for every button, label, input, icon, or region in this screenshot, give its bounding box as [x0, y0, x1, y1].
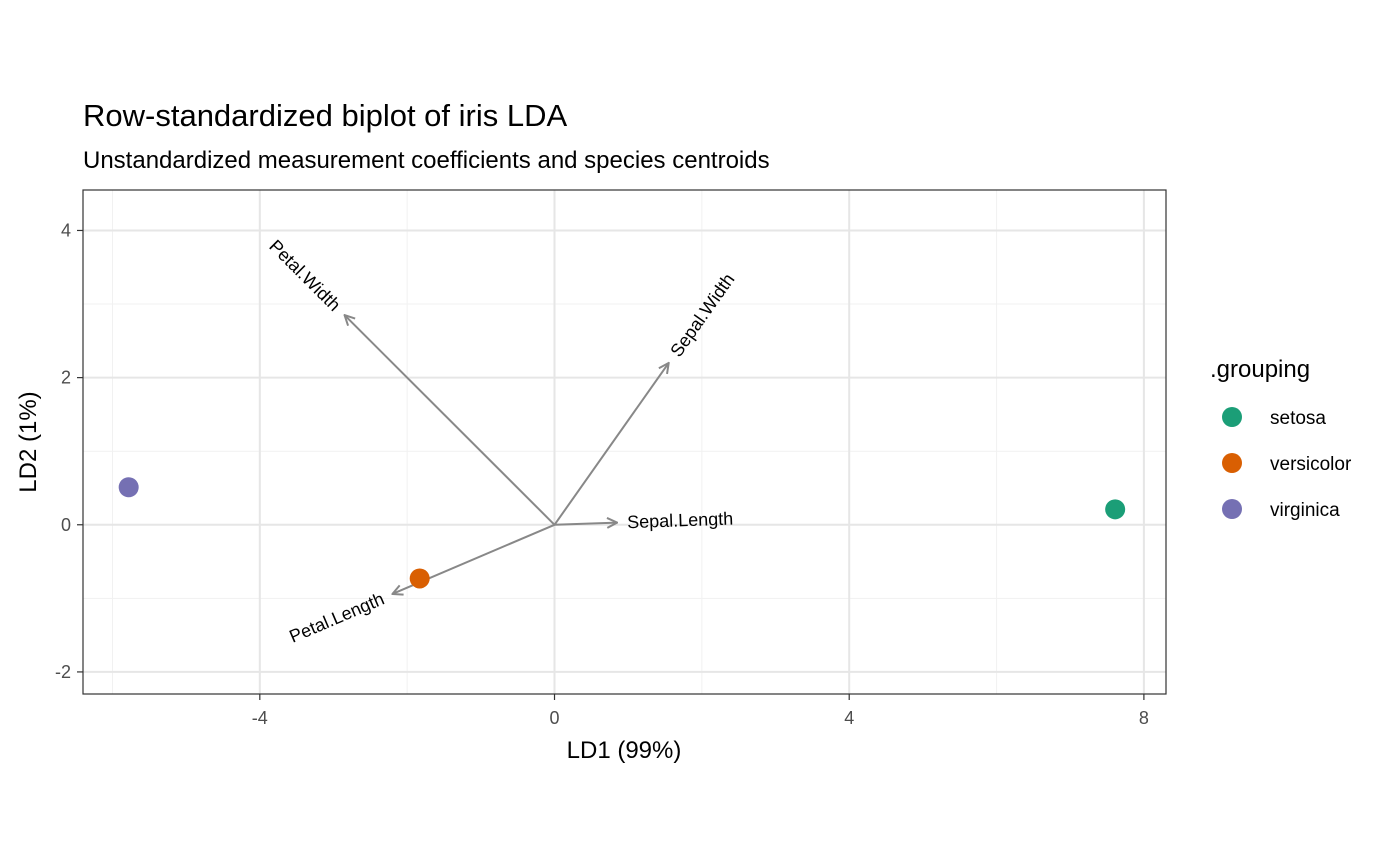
axis-ticks: -4 0 4 8 -2 0 2 4: [55, 220, 1149, 728]
coefficient-vectors: Sepal.Length Sepal.Width Petal.Length Petal…: [265, 236, 738, 647]
y-axis-title: LD2 (1%): [15, 391, 42, 492]
y-tick-label: -2: [55, 662, 71, 682]
centroid-point: [118, 477, 139, 498]
coefficient-arrow: [345, 315, 556, 526]
coefficient-label: Sepal.Length: [627, 508, 734, 532]
legend: .grouping setosa versicolor virginica: [1210, 356, 1352, 521]
legend-label: versicolor: [1270, 454, 1352, 475]
grid-layer: [83, 190, 1166, 694]
chart-title: Row-standardized biplot of iris LDA: [83, 98, 567, 133]
legend-label: setosa: [1270, 408, 1326, 429]
x-tick-label: 8: [1139, 708, 1149, 728]
coefficient-label: Sepal.Width: [666, 270, 738, 361]
x-tick-label: -4: [252, 708, 268, 728]
centroid-point: [409, 568, 430, 589]
chart-subtitle: Unstandardized measurement coefficients …: [83, 147, 770, 174]
coefficient-label: Petal.Width: [265, 236, 344, 315]
plot-panel: [82, 189, 1167, 695]
centroid-points: [118, 477, 1126, 589]
x-tick-label: 0: [550, 708, 560, 728]
legend-swatch: [1222, 453, 1242, 473]
legend-items: setosa versicolor virginica: [1222, 407, 1352, 521]
legend-swatch: [1222, 499, 1242, 519]
coefficient-label: Petal.Length: [286, 589, 387, 647]
x-axis-title: LD1 (99%): [567, 737, 682, 764]
legend-label: virginica: [1270, 500, 1340, 521]
coefficient-arrow: [553, 363, 669, 526]
centroid-point: [1105, 499, 1126, 520]
y-tick-label: 4: [61, 220, 71, 240]
legend-swatch: [1222, 407, 1242, 427]
coefficient-arrow: [554, 523, 618, 525]
legend-title: .grouping: [1210, 356, 1310, 383]
y-tick-label: 0: [61, 515, 71, 535]
y-tick-label: 2: [61, 368, 71, 388]
x-tick-label: 4: [844, 708, 854, 728]
